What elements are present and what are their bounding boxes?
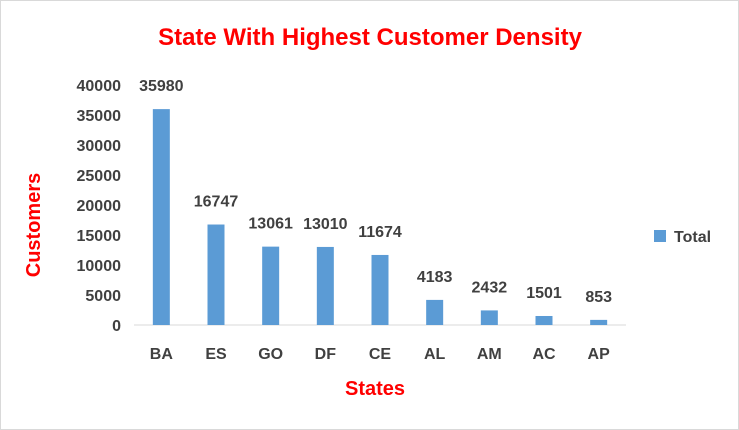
bar: [426, 299, 444, 325]
x-tick-label: AC: [532, 346, 556, 363]
x-axis-title: States: [345, 378, 405, 400]
data-label: 1501: [526, 285, 562, 302]
y-tick-label: 35000: [77, 108, 122, 125]
x-tick-label: AL: [424, 346, 446, 363]
data-labels: 35980 16747 13061 13010 11674 4183 2432 1501 853: [139, 78, 612, 306]
data-label: 13061: [248, 216, 293, 233]
bar: [480, 310, 498, 325]
bar: [590, 319, 608, 325]
y-tick-label: 15000: [77, 228, 122, 245]
chart-title: State With Highest Customer Density: [158, 24, 582, 51]
x-axis-ticks: BA ES GO DF CE AL AM AC AP: [150, 346, 610, 363]
y-tick-label: 5000: [85, 288, 121, 305]
legend-label: Total: [674, 229, 711, 246]
bar: [371, 254, 389, 325]
y-axis-ticks: 0 5000 10000 15000 20000 25000 30000 35000 40000: [77, 78, 122, 335]
y-tick-label: 20000: [77, 198, 122, 215]
x-tick-label: ES: [205, 346, 227, 363]
x-tick-label: BA: [150, 346, 174, 363]
x-tick-label: AP: [588, 346, 611, 363]
legend-swatch: [654, 230, 666, 242]
y-tick-label: 10000: [77, 258, 122, 275]
data-label: 11674: [358, 224, 402, 241]
bar: [262, 246, 280, 325]
bar: [152, 109, 170, 326]
data-label: 2432: [472, 279, 508, 296]
y-tick-label: 25000: [77, 168, 122, 185]
x-tick-label: AM: [477, 346, 502, 363]
y-axis-title: Customers: [23, 173, 45, 277]
y-tick-label: 40000: [77, 78, 122, 95]
y-tick-label: 0: [112, 318, 121, 335]
bars: [152, 109, 608, 326]
data-label: 13010: [303, 216, 348, 233]
bar: [535, 315, 553, 325]
data-label: 853: [585, 289, 612, 306]
legend: Total: [654, 229, 711, 246]
bar: [207, 224, 225, 325]
data-label: 35980: [139, 78, 184, 95]
bar: [316, 246, 334, 325]
x-tick-label: CE: [369, 346, 392, 363]
x-tick-label: DF: [315, 346, 337, 363]
x-tick-label: GO: [258, 346, 283, 363]
data-label: 16747: [194, 194, 239, 211]
y-tick-label: 30000: [77, 138, 122, 155]
data-label: 4183: [417, 269, 453, 286]
